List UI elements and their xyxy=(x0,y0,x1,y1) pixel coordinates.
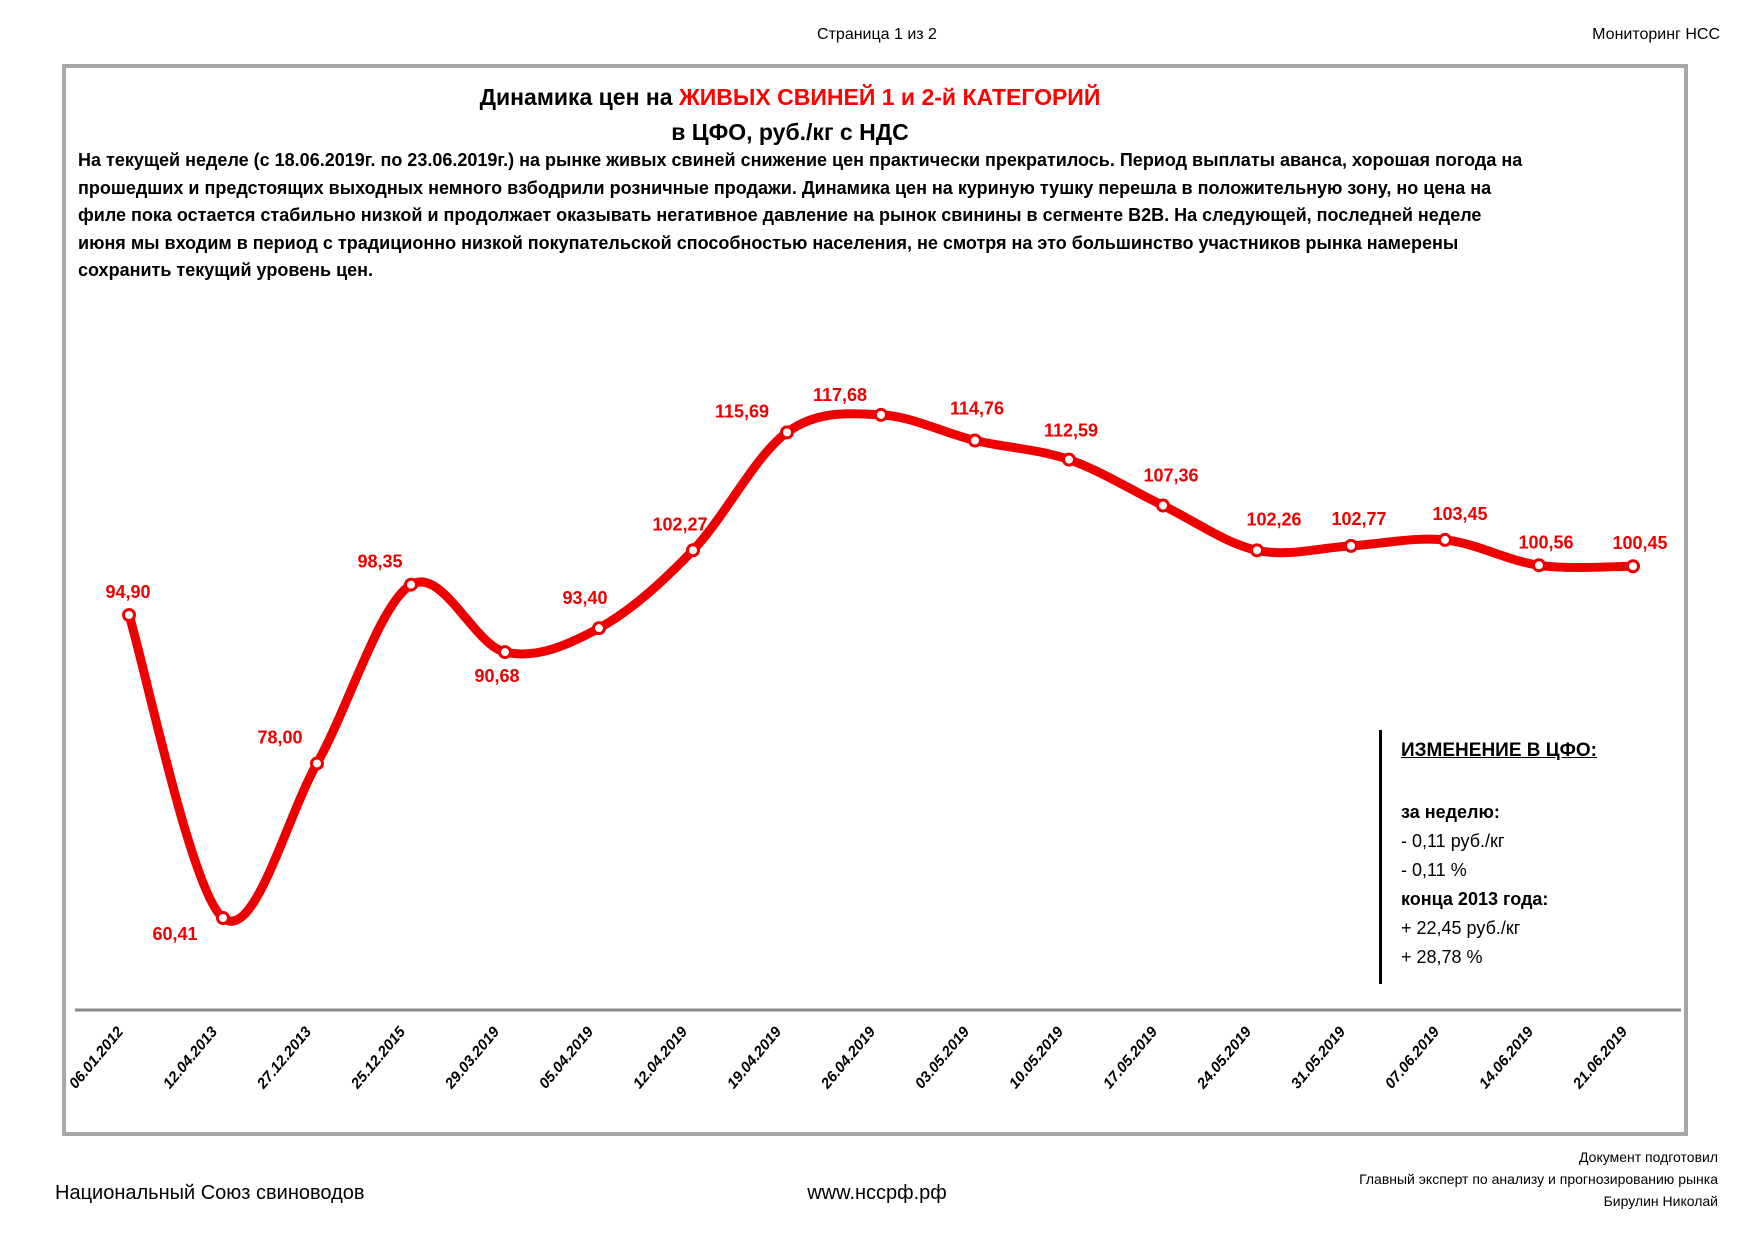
change-since-pct: + 28,78 % xyxy=(1401,947,1483,967)
change-week-pct: - 0,11 % xyxy=(1401,860,1467,880)
footer-organization: Национальный Союз свиноводов xyxy=(55,1182,365,1204)
chart-title-line1: Динамика цен на ЖИВЫХ СВИНЕЙ 1 и 2-й КАТ… xyxy=(62,80,1518,115)
change-since-abs: + 22,45 руб./кг xyxy=(1401,918,1521,938)
footer-website: www.нссрф.рф xyxy=(807,1182,947,1204)
prepared-by-line: Документ подготовил xyxy=(1579,1149,1718,1165)
monitor-label: Мониторинг НСС xyxy=(1592,26,1720,43)
chart-title-prefix: Динамика цен на xyxy=(479,84,679,110)
prepared-by-line: Главный эксперт по анализу и прогнозиров… xyxy=(1359,1171,1718,1187)
chart-title-line2: в ЦФО, руб./кг с НДС xyxy=(671,119,909,145)
change-week-abs: - 0,11 руб./кг xyxy=(1401,831,1505,851)
change-week-label: за неделю: xyxy=(1401,802,1500,822)
prepared-by-line: Бирулин Николай xyxy=(1603,1193,1718,1209)
change-box-title: ИЗМЕНЕНИЕ В ЦФО: xyxy=(1401,740,1597,761)
summary-paragraph: На текущей неделе (с 18.06.2019г. по 23.… xyxy=(78,150,1523,280)
footer-prepared-by: Документ подготовил Главный эксперт по а… xyxy=(1359,1146,1718,1212)
chart-title-highlight: ЖИВЫХ СВИНЕЙ 1 и 2-й КАТЕГОРИЙ xyxy=(678,84,1101,110)
chart-title: Динамика цен на ЖИВЫХ СВИНЕЙ 1 и 2-й КАТ… xyxy=(62,80,1518,150)
page-indicator: Страница 1 из 2 xyxy=(817,26,937,43)
change-since-label: конца 2013 года: xyxy=(1401,889,1549,909)
change-box: ИЗМЕНЕНИЕ В ЦФО: за неделю: - 0,11 руб./… xyxy=(1379,730,1691,984)
